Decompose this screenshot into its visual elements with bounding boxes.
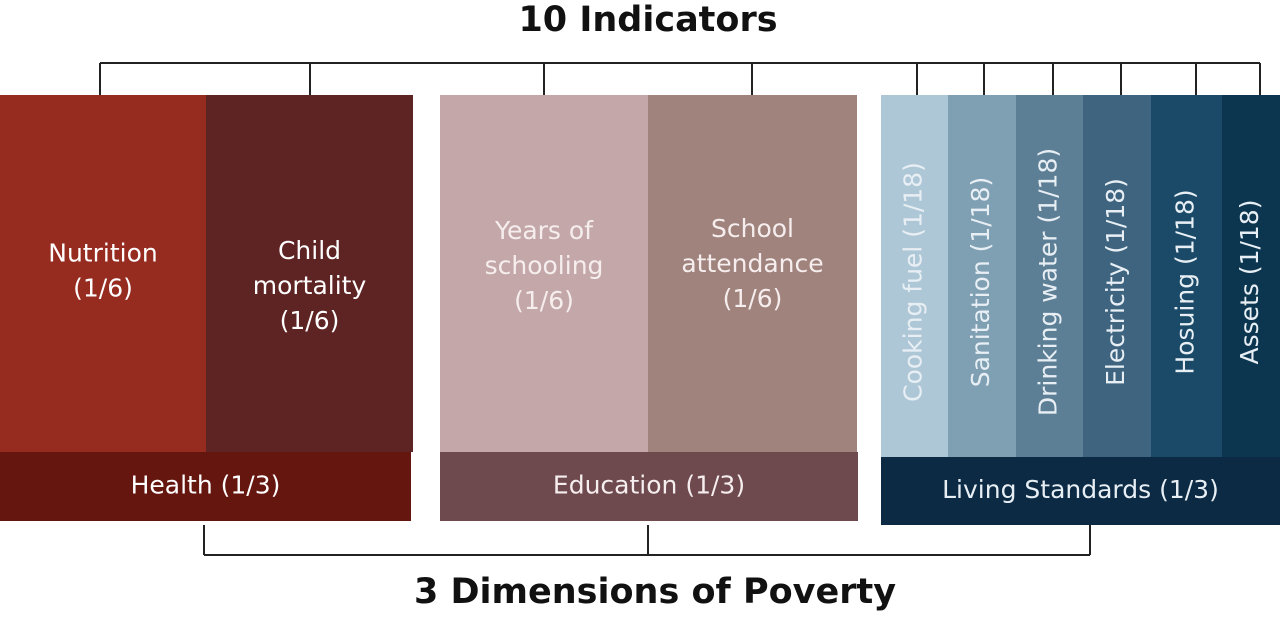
dimension-bar xyxy=(881,457,1280,525)
indicator-label: Years of xyxy=(494,216,594,245)
indicator-block xyxy=(881,95,948,457)
indicator-label: (1/6) xyxy=(73,274,133,303)
indicator-label: Drinking water (1/18) xyxy=(1034,148,1063,416)
indicator-block xyxy=(1151,95,1222,457)
indicator-label: School xyxy=(711,214,794,243)
indicator-label: Hosuing (1/18) xyxy=(1171,189,1200,374)
dimension-bar xyxy=(440,452,858,521)
indicator-label: attendance xyxy=(681,249,823,278)
indicator-label: mortality xyxy=(253,271,367,300)
indicator-label: (1/6) xyxy=(723,284,783,313)
indicator-label: (1/6) xyxy=(280,306,340,335)
indicator-label: (1/6) xyxy=(514,286,574,315)
indicator-label: Nutrition xyxy=(48,239,157,268)
indicator-block xyxy=(948,95,1016,457)
subtitle: 3 Dimensions of Poverty xyxy=(414,572,896,612)
dimension-bar xyxy=(0,452,411,521)
indicator-label: Sanitation (1/18) xyxy=(966,177,995,388)
indicator-block xyxy=(648,95,857,452)
indicator-label: Child xyxy=(278,236,341,265)
indicator-block xyxy=(206,95,413,452)
indicator-block xyxy=(1016,95,1083,457)
title: 10 Indicators xyxy=(518,0,777,40)
dimension-label: Education (1/3) xyxy=(553,471,745,500)
dimension-label: Health (1/3) xyxy=(131,471,281,500)
indicator-block xyxy=(440,95,648,452)
bottom-bracket xyxy=(203,525,1091,556)
dimension-label: Living Standards (1/3) xyxy=(942,475,1219,504)
indicator-block xyxy=(0,95,206,452)
top-bracket xyxy=(99,62,1261,95)
indicator-label: Electricity (1/18) xyxy=(1101,178,1130,386)
indicator-block xyxy=(1222,95,1280,457)
indicator-label: Cooking fuel (1/18) xyxy=(899,162,928,402)
indicator-block xyxy=(1083,95,1151,457)
indicator-label: Assets (1/18) xyxy=(1235,200,1264,365)
indicator-label: schooling xyxy=(485,251,604,280)
